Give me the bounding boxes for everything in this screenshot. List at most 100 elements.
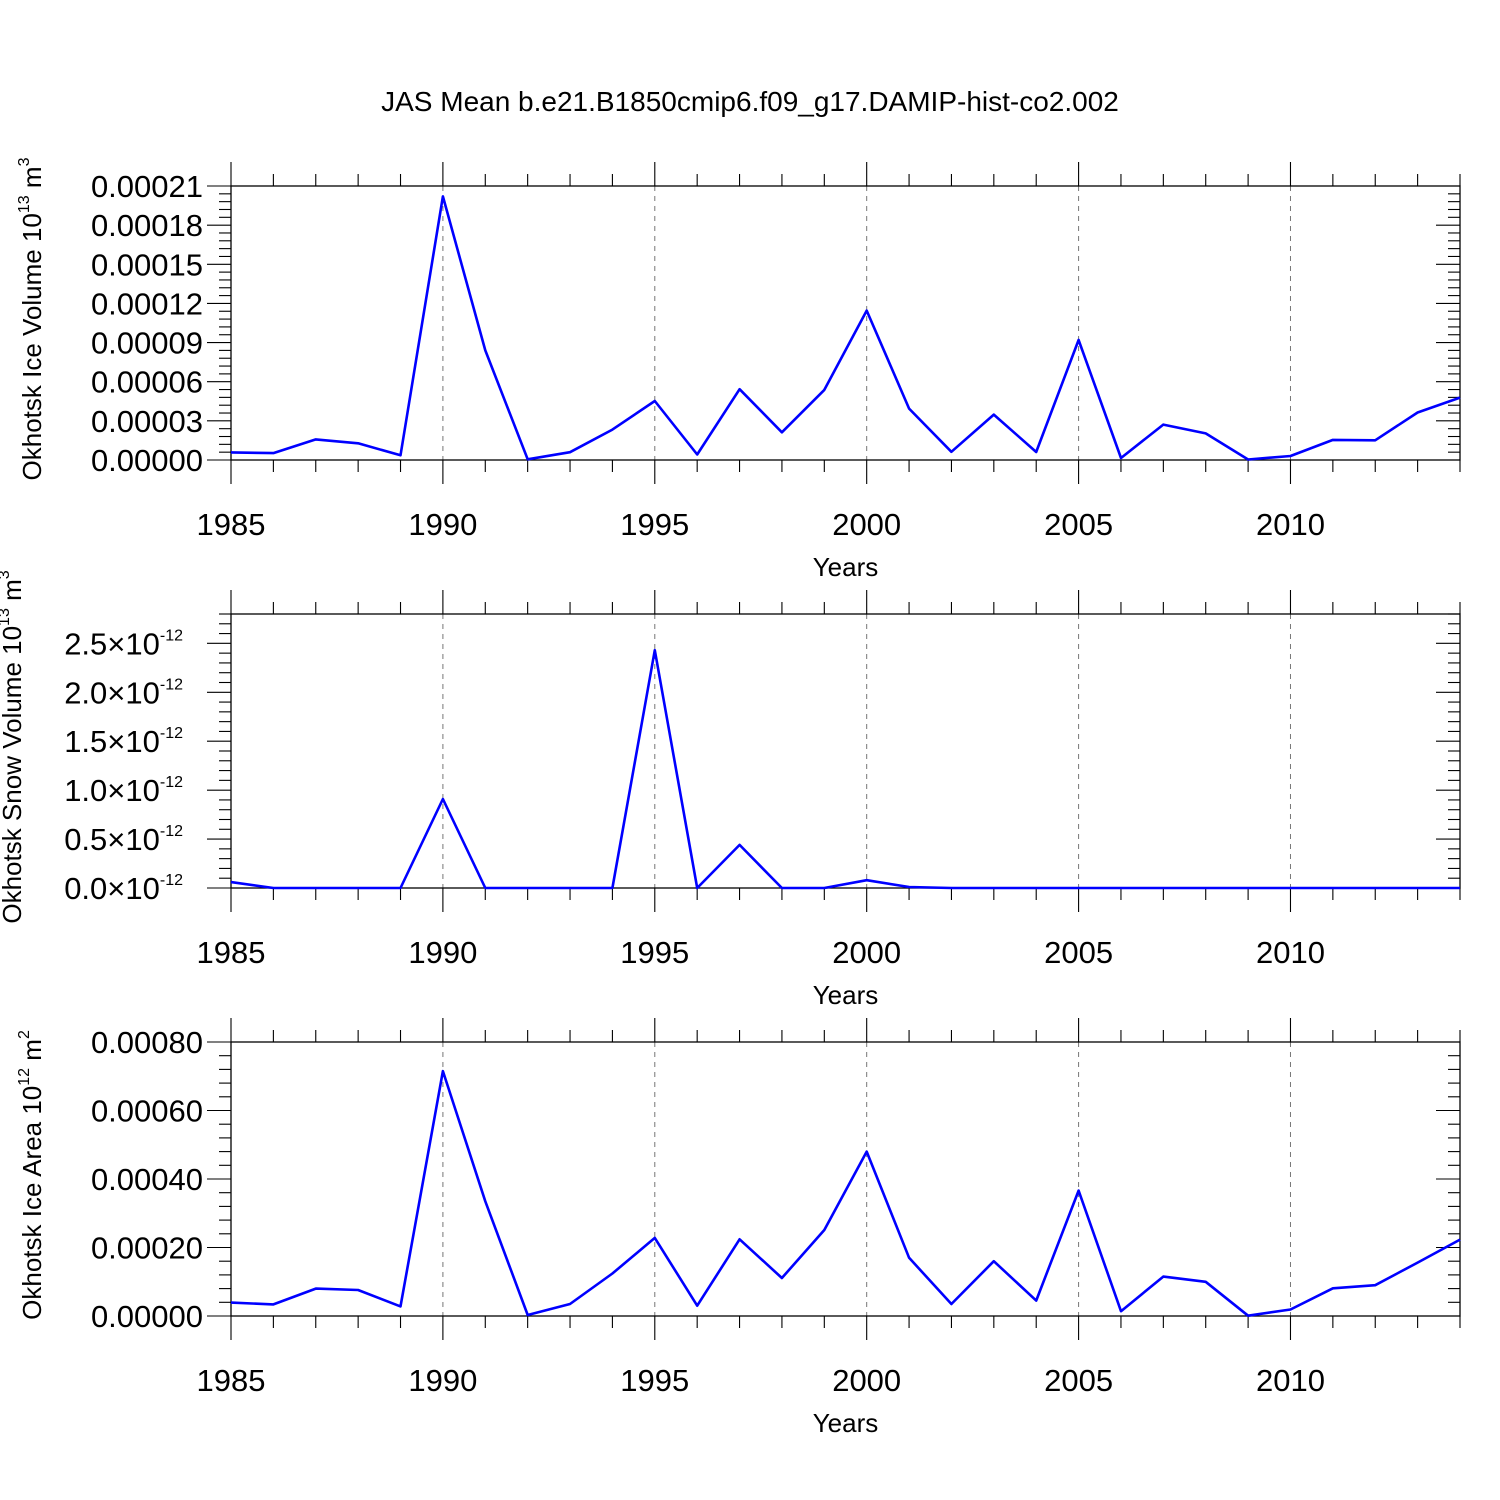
snow-volume-ytick-label: 2.5×10-12: [64, 626, 183, 661]
ice-area-point: [441, 1069, 445, 1073]
ice-area-point: [399, 1304, 403, 1308]
ice-volume-xlabel: Years: [813, 552, 879, 582]
snow-volume-xtick-label: 1990: [408, 935, 477, 970]
ice-volume-point: [1161, 423, 1165, 427]
ice-volume-point: [949, 450, 953, 454]
ice-area-point: [738, 1237, 742, 1241]
ice-volume-point: [1331, 438, 1335, 442]
ice-area-xtick-label: 1985: [197, 1363, 266, 1398]
ice-volume-ytick-label: 0.00018: [91, 208, 203, 243]
snow-volume-ytick-label: 0.5×10-12: [64, 822, 183, 857]
snow-volume-point: [1204, 886, 1208, 890]
ice-volume-point: [526, 457, 530, 461]
snow-volume-point: [865, 878, 869, 882]
ice-volume-point: [1288, 454, 1292, 458]
ice-volume-point: [907, 407, 911, 411]
ice-area-point: [1119, 1309, 1123, 1313]
ice-area-point: [229, 1301, 233, 1305]
ice-volume-point: [1204, 431, 1208, 435]
snow-volume-xtick-label: 2010: [1256, 935, 1325, 970]
ice-volume-point: [695, 453, 699, 457]
ice-volume-xtick-label: 1990: [408, 507, 477, 542]
snow-volume-point: [483, 886, 487, 890]
ice-volume-ytick-label: 0.00006: [91, 365, 203, 400]
snow-volume-xtick-label: 2005: [1044, 935, 1113, 970]
ice-area-point: [1331, 1286, 1335, 1290]
ice-volume-xtick-label: 2010: [1256, 507, 1325, 542]
ice-area-ytick-label: 0.00000: [91, 1299, 203, 1334]
ice-area-xtick-label: 2010: [1256, 1363, 1325, 1398]
ice-volume-ytick-label: 0.00003: [91, 404, 203, 439]
ice-area-point: [992, 1259, 996, 1263]
ice-area-point: [1246, 1314, 1250, 1318]
snow-volume-point: [780, 886, 784, 890]
ice-volume-point: [483, 348, 487, 352]
ice-area-xtick-label: 2005: [1044, 1363, 1113, 1398]
ice-volume-frame: [230, 185, 1461, 461]
snow-volume-point: [1288, 886, 1292, 890]
ice-volume-ytick-label: 0.00012: [91, 286, 203, 321]
ice-area-ytick-label: 0.00040: [91, 1162, 203, 1197]
ice-area-point: [314, 1287, 318, 1291]
snow-volume-point: [695, 886, 699, 890]
ice-volume-ytick-label: 0.00015: [91, 247, 203, 282]
ice-volume-ylabel: Okhotsk Ice Volume 1013 m3: [16, 157, 47, 480]
ice-area-xtick-label: 1995: [620, 1363, 689, 1398]
snow-volume-point: [1331, 886, 1335, 890]
snow-volume-xlabel: Years: [813, 980, 879, 1010]
ice-volume-point: [865, 309, 869, 313]
snow-volume-point: [568, 886, 572, 890]
snow-volume-series-line: [230, 648, 1460, 890]
ice-area-point: [610, 1272, 614, 1276]
ice-volume-point: [399, 453, 403, 457]
ice-area-point: [483, 1199, 487, 1203]
snow-volume-point: [822, 886, 826, 890]
ice-area-point: [356, 1288, 360, 1292]
ice-volume-ytick-label: 0.00000: [91, 443, 203, 478]
snow-volume-point: [738, 843, 742, 847]
ice-volume-point: [441, 194, 445, 198]
ice-volume-point: [992, 413, 996, 417]
ice-volume-point: [653, 399, 657, 403]
ice-area-ytick-label: 0.00080: [91, 1025, 203, 1060]
ice-area-point: [653, 1236, 657, 1240]
ice-volume-point: [610, 428, 614, 432]
snow-volume-ytick-label: 1.0×10-12: [64, 773, 183, 808]
ice-volume-point: [738, 387, 742, 391]
ice-area-point: [1458, 1238, 1462, 1242]
ice-volume-point: [1416, 411, 1420, 415]
snow-volume-point: [526, 886, 530, 890]
snow-volume-point: [1161, 886, 1165, 890]
ice-volume-point: [1373, 438, 1377, 442]
ice-volume-point: [568, 450, 572, 454]
ice-volume-xtick-label: 1985: [197, 507, 266, 542]
ice-area-point: [822, 1228, 826, 1232]
ice-area-point: [695, 1304, 699, 1308]
ice-volume-point: [356, 441, 360, 445]
ice-area-ytick-label: 0.00060: [91, 1094, 203, 1129]
snow-volume-ytick-label: 2.0×10-12: [64, 675, 183, 710]
snow-volume-point: [356, 886, 360, 890]
ice-area-point: [1034, 1299, 1038, 1303]
snow-volume-point: [1077, 886, 1081, 890]
snow-volume-ytick-label: 0.0×10-12: [64, 871, 183, 906]
ice-area-point: [1077, 1189, 1081, 1193]
ice-area-point: [568, 1302, 572, 1306]
ice-area-point: [1288, 1307, 1292, 1311]
snow-volume-point: [399, 886, 403, 890]
ice-volume-point: [271, 451, 275, 455]
snow-volume-point: [610, 886, 614, 890]
ice-volume-ytick-label: 0.00009: [91, 326, 203, 361]
snow-volume-point: [653, 648, 657, 652]
ice-area-point: [865, 1150, 869, 1154]
snow-volume-ytick-label: 1.5×10-12: [64, 724, 183, 759]
ice-area-ytick-label: 0.00020: [91, 1231, 203, 1266]
ice-volume-point: [1119, 456, 1123, 460]
ice-area-point: [1373, 1283, 1377, 1287]
ice-volume-point: [1077, 338, 1081, 342]
snow-volume-point: [1034, 886, 1038, 890]
snow-volume-point: [1246, 886, 1250, 890]
ice-area-xlabel: Years: [813, 1408, 879, 1438]
ice-volume-xtick-label: 2000: [832, 507, 901, 542]
figure-title: JAS Mean b.e21.B1850cmip6.f09_g17.DAMIP-…: [381, 86, 1119, 117]
